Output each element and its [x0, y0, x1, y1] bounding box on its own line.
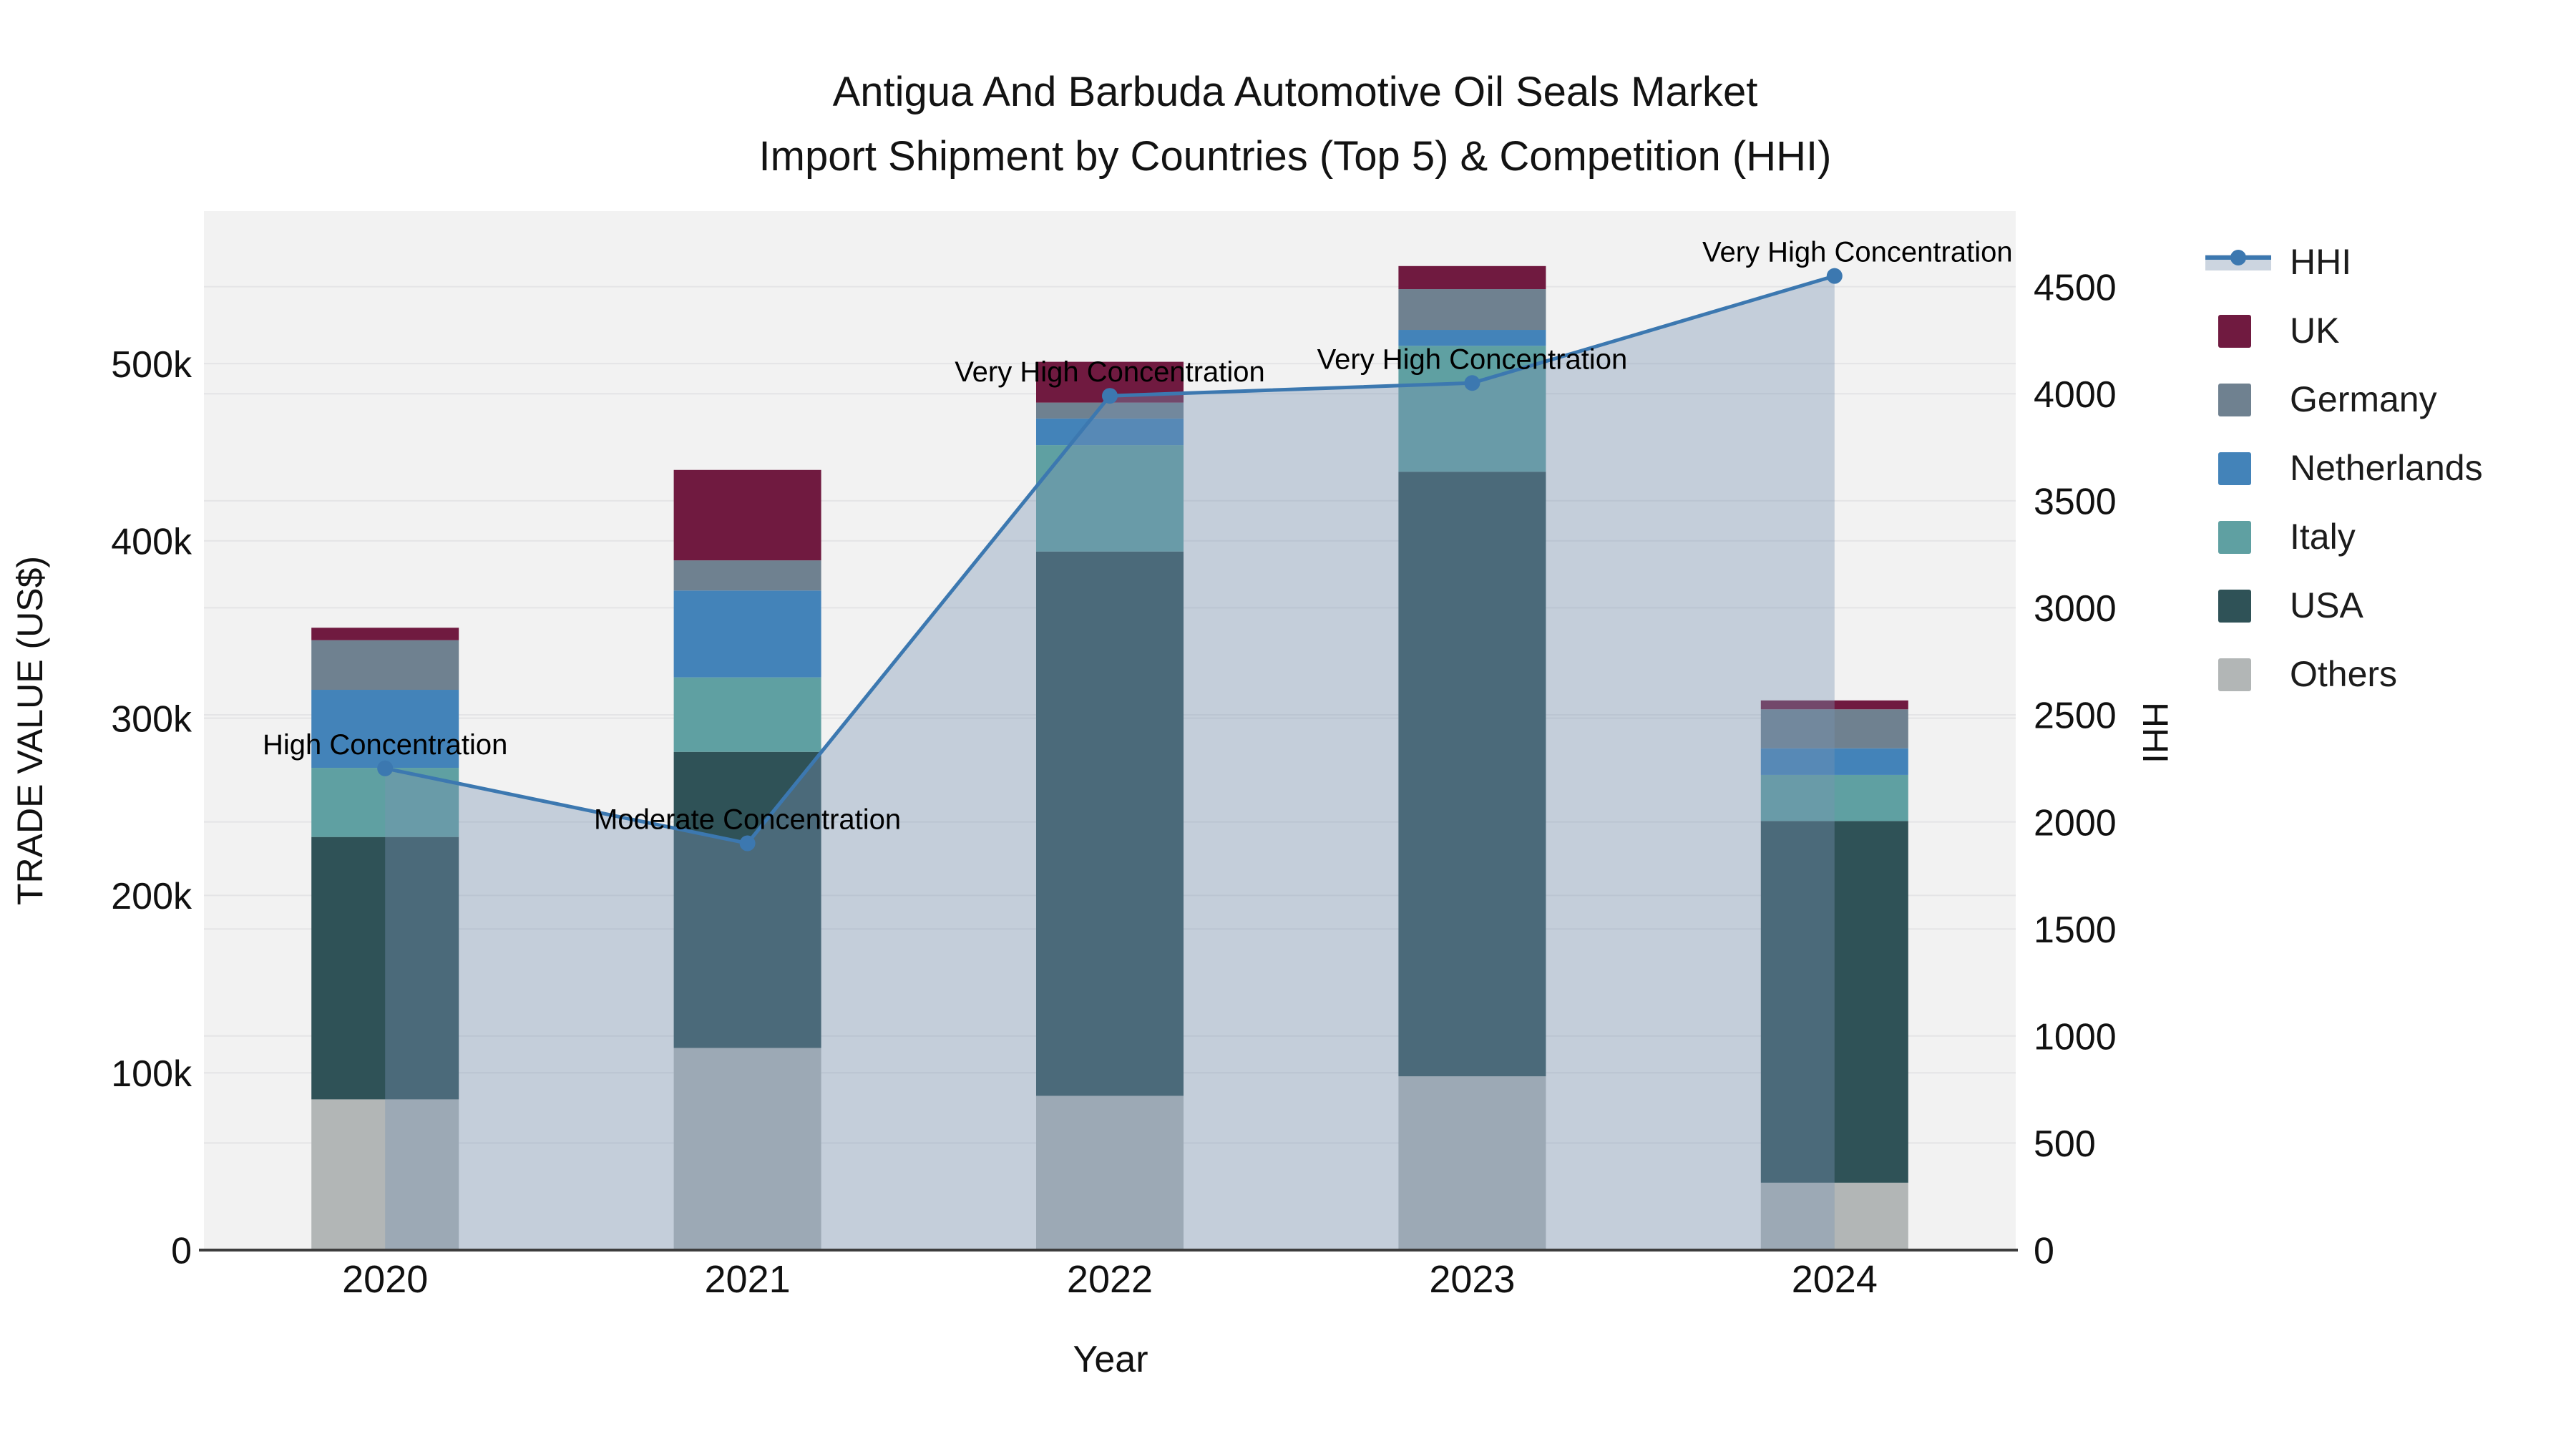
x-tick-2024: 2024 [1792, 1258, 1878, 1301]
legend-item-usa[interactable]: USA [2205, 571, 2483, 640]
legend-swatch-zone-italy [2205, 519, 2271, 554]
hhi-point-2024[interactable] [1826, 268, 1843, 284]
bar-segment-italy-2024[interactable] [1760, 774, 1908, 821]
bar-segment-usa-2022[interactable] [1036, 551, 1184, 1096]
bar-segment-germany-2024[interactable] [1760, 709, 1908, 748]
legend-label-others: Others [2290, 654, 2398, 694]
legend-item-germany[interactable]: Germany [2205, 365, 2483, 434]
bar-segment-uk-2024[interactable] [1760, 700, 1908, 710]
legend-item-others[interactable]: Others [2205, 640, 2483, 708]
bar-segment-others-2022[interactable] [1036, 1096, 1184, 1250]
bar-segment-germany-2021[interactable] [673, 560, 821, 591]
legend-swatch-uk [2218, 315, 2251, 348]
hhi-line-sample-icon [2205, 250, 2271, 270]
hhi-point-2020[interactable] [377, 760, 394, 776]
bar-segment-italy-2022[interactable] [1036, 445, 1184, 552]
x-tick-2020: 2020 [342, 1258, 428, 1301]
legend-swatch-zone-usa [2205, 588, 2271, 623]
chart-title-line1: Antigua And Barbuda Automotive Oil Seals… [832, 69, 1758, 115]
bar-segment-italy-2021[interactable] [673, 677, 821, 752]
chart-title-line2: Import Shipment by Countries (Top 5) & C… [758, 133, 1832, 180]
y-right-tick-2500: 2500 [2034, 696, 2117, 737]
x-tick-2021: 2021 [705, 1258, 791, 1301]
legend-label-germany: Germany [2290, 379, 2437, 419]
legend-label-uk: UK [2290, 311, 2340, 351]
legend-label-hhi: HHI [2290, 242, 2352, 282]
legend-swatch-netherlands [2218, 452, 2251, 485]
bar-segment-others-2021[interactable] [673, 1048, 821, 1250]
y-left-tick-300k: 300k [111, 698, 192, 740]
y-right-tick-1000: 1000 [2034, 1017, 2117, 1058]
legend-label-usa: USA [2290, 585, 2363, 625]
legend-label-italy: Italy [2290, 517, 2356, 557]
legend-item-hhi[interactable]: HHI [2205, 228, 2483, 296]
annotation-2021: Moderate Concentration [594, 804, 901, 836]
bar-segment-others-2020[interactable] [311, 1099, 459, 1250]
y-right-tick-1500: 1500 [2034, 909, 2117, 951]
bar-segment-uk-2021[interactable] [673, 469, 821, 561]
bar-segment-others-2024[interactable] [1760, 1182, 1908, 1250]
bar-segment-netherlands-2022[interactable] [1036, 418, 1184, 446]
legend-swatch-italy [2218, 521, 2251, 554]
chart-title: Antigua And Barbuda Automotive Oil Seals… [759, 60, 1832, 189]
y-left-tick-400k: 400k [111, 522, 192, 563]
legend-swatch-zone-netherlands [2205, 451, 2271, 485]
y-right-tick-3000: 3000 [2034, 588, 2117, 630]
bar-segment-netherlands-2020[interactable] [311, 690, 459, 769]
annotation-2020: High Concentration [263, 729, 507, 761]
bar-segment-uk-2023[interactable] [1398, 265, 1546, 290]
y-left-tick-100k: 100k [111, 1053, 192, 1095]
bar-segment-uk-2020[interactable] [311, 628, 459, 640]
bar-segment-germany-2020[interactable] [311, 640, 459, 691]
hhi-point-2022[interactable] [1102, 388, 1118, 404]
bar-segment-usa-2021[interactable] [673, 751, 821, 1048]
legend-swatch-germany [2218, 384, 2251, 416]
legend-item-uk[interactable]: UK [2205, 296, 2483, 365]
y-right-tick-500: 500 [2034, 1123, 2096, 1165]
y-left-tick-500k: 500k [111, 344, 192, 386]
bar-segment-netherlands-2021[interactable] [673, 590, 821, 678]
bar-segment-germany-2022[interactable] [1036, 402, 1184, 419]
legend-label-netherlands: Netherlands [2290, 448, 2483, 488]
y-right-tick-4500: 4500 [2034, 267, 2117, 308]
legend-swatch-zone-germany [2205, 382, 2271, 416]
y-right-tick-4000: 4000 [2034, 374, 2117, 416]
legend-swatch-zone-others [2205, 657, 2271, 691]
y-left-tick-0: 0 [171, 1231, 192, 1272]
legend-swatch-usa [2218, 590, 2251, 623]
hhi-point-2021[interactable] [739, 835, 756, 852]
hhi-area-fill [385, 275, 1835, 1250]
legend-item-netherlands[interactable]: Netherlands [2205, 434, 2483, 502]
bar-segment-netherlands-2024[interactable] [1760, 748, 1908, 775]
annotation-2024: Very High Concentration [1702, 237, 2013, 268]
y-right-tick-3500: 3500 [2034, 482, 2117, 523]
legend-swatch-others [2218, 658, 2251, 691]
annotation-2022: Very High Concentration [955, 356, 1265, 388]
legend-swatch-zone-uk [2205, 313, 2271, 348]
y-right-tick-0: 0 [2034, 1231, 2054, 1272]
legend-hhi-line-icon [2205, 245, 2271, 279]
bar-segment-usa-2020[interactable] [311, 836, 459, 1100]
y-right-tick-2000: 2000 [2034, 802, 2117, 844]
hhi-point-2023[interactable] [1464, 375, 1480, 391]
x-tick-2022: 2022 [1067, 1258, 1153, 1301]
y-left-tick-200k: 200k [111, 876, 192, 917]
y-axis-left-title: TRADE VALUE (US$) [10, 555, 50, 906]
annotation-2023: Very High Concentration [1317, 343, 1628, 375]
x-axis-title: Year [1073, 1339, 1148, 1380]
bar-segment-germany-2023[interactable] [1398, 289, 1546, 331]
bar-segment-usa-2023[interactable] [1398, 472, 1546, 1077]
legend-item-italy[interactable]: Italy [2205, 502, 2483, 571]
y-axis-right-title: HHI [2135, 701, 2175, 764]
bar-segment-usa-2024[interactable] [1760, 821, 1908, 1183]
x-tick-2023: 2023 [1429, 1258, 1515, 1301]
bar-segment-others-2023[interactable] [1398, 1076, 1546, 1250]
bar-segment-netherlands-2023[interactable] [1398, 330, 1546, 346]
legend: HHI UK Germany Netherlands Italy USA Others [2205, 228, 2483, 708]
